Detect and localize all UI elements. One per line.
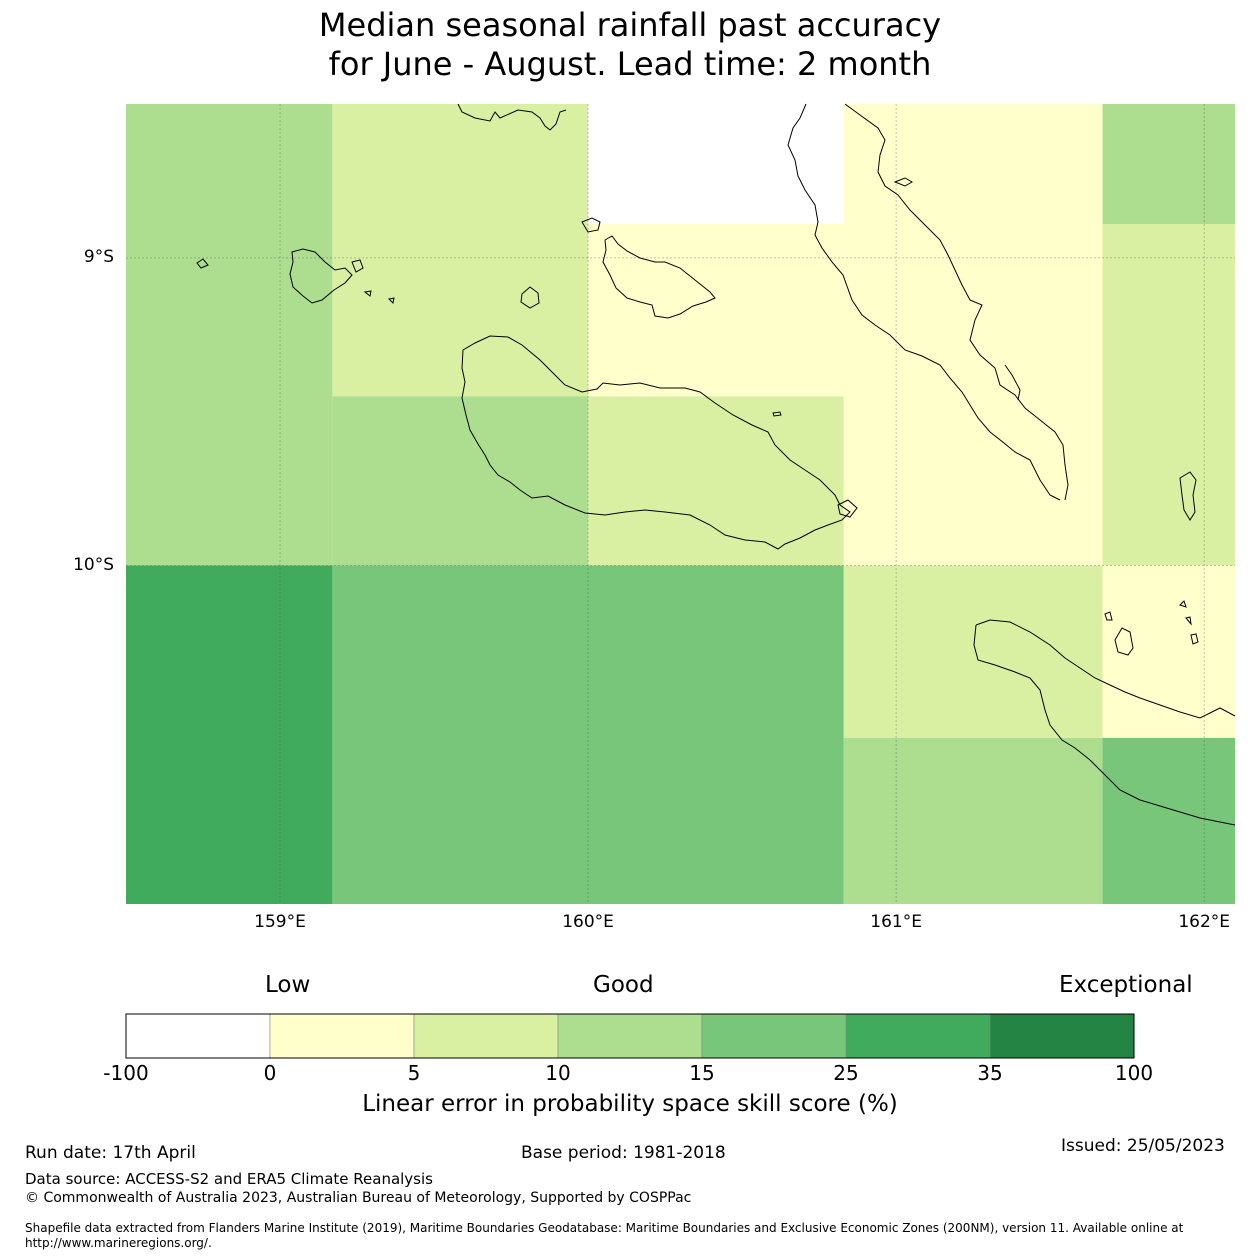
grid-cell-7: [1102, 104, 1235, 224]
base-period: Base period: 1981-2018: [521, 1143, 726, 1163]
chart-title-line-2: for June - August. Lead time: 2 month: [328, 45, 932, 83]
data-source: Data source: ACCESS-S2 and ERA5 Climate …: [25, 1170, 433, 1188]
chart-title-line-1: Median seasonal rainfall past accuracy: [318, 6, 942, 44]
grid-cell-3: [588, 104, 844, 224]
grid-cell-2: [332, 396, 589, 566]
malaita-coastline: [787, 103, 1061, 501]
makira-islet-4: [1185, 616, 1192, 626]
florida-north-islet: [581, 217, 601, 233]
colorbar-label: Linear error in probability space skill …: [362, 1091, 898, 1117]
malaita-north-coastline: [844, 103, 1069, 501]
lon-label: 160°E: [562, 912, 614, 932]
russell-islands-coastline: [289, 248, 353, 304]
issued-date: Issued: 25/05/2023: [1061, 1136, 1225, 1156]
lon-label: 162°E: [1178, 912, 1231, 932]
lon-label: 159°E: [254, 912, 306, 932]
colorbar-tick-label: 5: [407, 1061, 421, 1085]
colorbar-tick-label: 25: [833, 1061, 859, 1085]
colorbar-tick-label: 10: [545, 1061, 571, 1085]
russell-islet-3: [387, 297, 395, 305]
russell-islet-2: [363, 290, 372, 297]
makira-coastline: [973, 619, 1236, 826]
grid-cell-10: [332, 565, 844, 904]
shapefile-credit-line-1: Shapefile data extracted from Flanders M…: [25, 1221, 1184, 1235]
makira-islet-5: [1190, 633, 1199, 645]
guadalcanal-east-islet: [837, 499, 858, 518]
ulawa-islet: [1179, 471, 1197, 521]
colorbar-tick-label: 100: [1114, 1061, 1154, 1085]
florida-islands-coastline: [602, 235, 716, 319]
islet-south-guadalcanal: [772, 411, 782, 417]
colorbar-category-low: Low: [265, 972, 311, 998]
run-date: Run date: 17th April: [25, 1143, 196, 1163]
grid-cell-1: [332, 104, 589, 397]
grid-cell-11: [843, 565, 1103, 738]
colorbar-category-good: Good: [593, 972, 654, 998]
skill-grid-cells: [126, 104, 1235, 904]
lon-label: 161°E: [870, 912, 922, 932]
grid-cell-9: [126, 565, 333, 904]
western-islet: [196, 258, 209, 269]
savo-islet: [520, 286, 540, 309]
colorbar-category-exceptional: Exceptional: [1059, 972, 1193, 998]
graticule: [126, 104, 1235, 904]
grid-cell-13: [1102, 565, 1235, 738]
malaita-coast-islet: [1004, 364, 1021, 401]
grid-cell-6: [843, 104, 1103, 566]
makira-north-islet: [1114, 627, 1134, 656]
russell-east-islet: [351, 259, 364, 273]
grid-cell-0: [126, 104, 333, 566]
shapefile-credit-line-2: http://www.marineregions.org/.: [25, 1236, 212, 1250]
colorbar-tick-label: -100: [103, 1061, 149, 1085]
makira-islet-3: [1179, 600, 1187, 608]
copyright: © Commonwealth of Australia 2023, Austra…: [25, 1190, 692, 1206]
makira-islet-2: [1104, 611, 1113, 621]
colorbar-tick-label: 0: [263, 1061, 277, 1085]
lat-label: 9°S: [83, 246, 114, 267]
grid-cell-12: [843, 737, 1103, 904]
colorbar-tick-label: 15: [689, 1061, 715, 1085]
colorbar-tick-label: 35: [977, 1061, 1003, 1085]
coastlines: [196, 103, 1236, 826]
guadalcanal-coastline: [461, 335, 851, 550]
lat-label: 10°S: [73, 554, 114, 575]
grid-cell-4: [588, 224, 844, 397]
grid-cell-8: [1102, 224, 1235, 566]
malaita-bay-islet: [893, 177, 914, 187]
santa-isabel-west-coastline: [457, 103, 567, 131]
grid-cell-5: [588, 396, 844, 566]
